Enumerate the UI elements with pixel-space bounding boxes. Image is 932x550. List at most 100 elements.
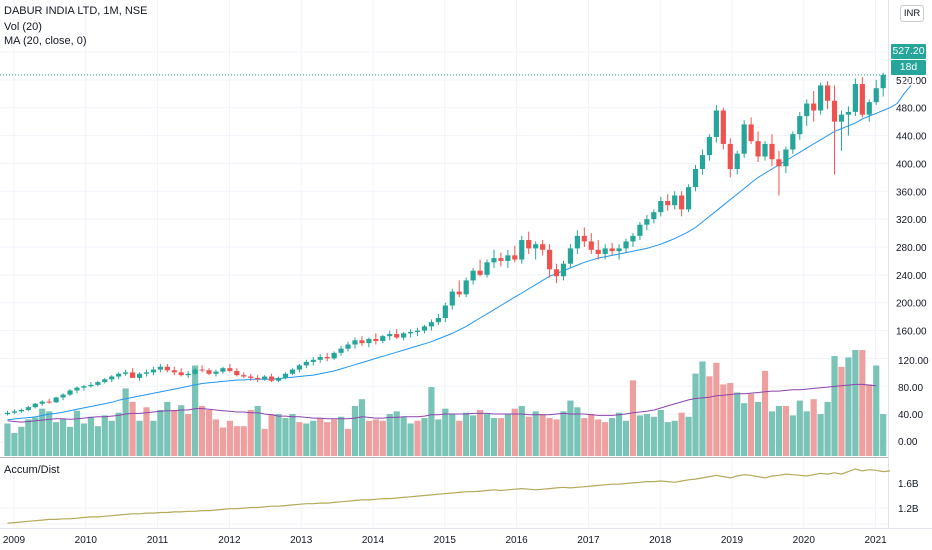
volume-bar	[685, 416, 692, 456]
volume-bar	[518, 405, 525, 456]
volume-bar	[87, 416, 94, 456]
candle-body	[373, 338, 379, 342]
volume-bar	[11, 432, 18, 456]
candle	[824, 81, 831, 110]
candle-body	[255, 377, 261, 380]
candle	[255, 375, 261, 383]
volume-bar	[261, 428, 268, 456]
candle-body	[25, 407, 31, 410]
ma-indicator-legend[interactable]: MA (20, close, 0)	[4, 35, 87, 47]
candle	[345, 341, 351, 352]
candle-body	[498, 258, 504, 261]
volume-bar	[282, 418, 289, 456]
candle-body	[18, 409, 24, 412]
candle	[818, 82, 824, 115]
candle-body	[324, 357, 330, 359]
candle	[74, 386, 80, 394]
volume-bar	[713, 362, 720, 456]
volume-bar	[421, 418, 428, 456]
volume-bar	[532, 411, 539, 456]
candle-body	[811, 103, 817, 111]
candle	[53, 396, 59, 403]
price-ma-line	[7, 85, 912, 421]
candle	[741, 120, 747, 158]
volume-bar	[4, 423, 11, 456]
candle-body	[720, 110, 726, 144]
volume-bar	[400, 416, 407, 456]
chart-title[interactable]: DABUR INDIA LTD, 1M, NSE	[4, 5, 148, 17]
price-tick-label: 480.00	[896, 104, 927, 115]
candle-body	[602, 248, 608, 254]
accum-dist-tick-label: 1.2B	[898, 504, 919, 515]
candle	[512, 245, 518, 263]
volume-bar	[775, 405, 783, 456]
volume-bar	[497, 418, 505, 456]
volume-ma-line	[7, 383, 877, 423]
candle-body	[630, 235, 636, 242]
candle-body	[442, 305, 448, 319]
candle-body	[859, 84, 865, 115]
candle	[39, 400, 45, 406]
volume-bar	[303, 423, 310, 456]
candle	[46, 398, 52, 404]
candle-body	[275, 377, 282, 381]
volume-bar	[393, 411, 400, 456]
volume-bar	[463, 412, 470, 456]
candle	[67, 389, 73, 397]
volume-bar	[289, 414, 296, 456]
accum-dist-legend[interactable]: Accum/Dist	[4, 464, 60, 476]
candle	[762, 141, 768, 161]
candle	[581, 227, 587, 247]
volume-bar	[692, 373, 699, 456]
volume-bar	[129, 401, 136, 456]
candle-body	[88, 384, 94, 387]
volume-bar	[789, 415, 796, 456]
candle	[616, 244, 622, 260]
candle	[262, 375, 268, 381]
volume-bar	[643, 414, 650, 456]
candles	[4, 72, 886, 416]
volume-axis: 120.00 80.00 40.00 0.00	[898, 356, 929, 448]
candle-body	[380, 336, 386, 342]
candle-body	[845, 111, 852, 115]
volume-bar	[268, 414, 275, 456]
candle-body	[748, 124, 754, 142]
candle	[324, 352, 330, 362]
volume-indicator-legend[interactable]: Vol (20)	[4, 21, 42, 33]
candle-body	[463, 280, 469, 295]
volume-bar	[706, 376, 713, 456]
volume-bar	[192, 365, 199, 456]
candle	[296, 364, 302, 373]
candle-body	[880, 74, 886, 89]
candle	[268, 373, 275, 383]
volume-bar	[386, 414, 393, 456]
volume-bar	[699, 361, 706, 456]
currency-button[interactable]: INR	[900, 5, 924, 22]
candle	[234, 368, 240, 377]
candle-body	[60, 394, 66, 398]
candle	[178, 368, 184, 377]
time-tick-label: 2014	[362, 535, 385, 546]
candle	[109, 375, 115, 383]
volume-bar	[73, 410, 81, 456]
candle-body	[595, 249, 601, 254]
candle-body	[414, 330, 421, 332]
volume-bar	[150, 420, 157, 456]
volume-bar	[880, 414, 887, 456]
candle-body	[310, 359, 316, 362]
candle	[755, 131, 761, 163]
candle	[734, 150, 740, 175]
candle	[630, 233, 636, 247]
candle	[783, 146, 789, 174]
candle-body	[658, 201, 664, 213]
candle-body	[317, 357, 323, 360]
candle	[526, 231, 532, 254]
candle	[88, 382, 94, 388]
candle	[491, 249, 497, 268]
candle	[248, 373, 254, 381]
volume-bar	[428, 387, 435, 456]
candle	[192, 368, 198, 376]
volume-bar	[59, 418, 67, 456]
candle-body	[519, 240, 525, 260]
